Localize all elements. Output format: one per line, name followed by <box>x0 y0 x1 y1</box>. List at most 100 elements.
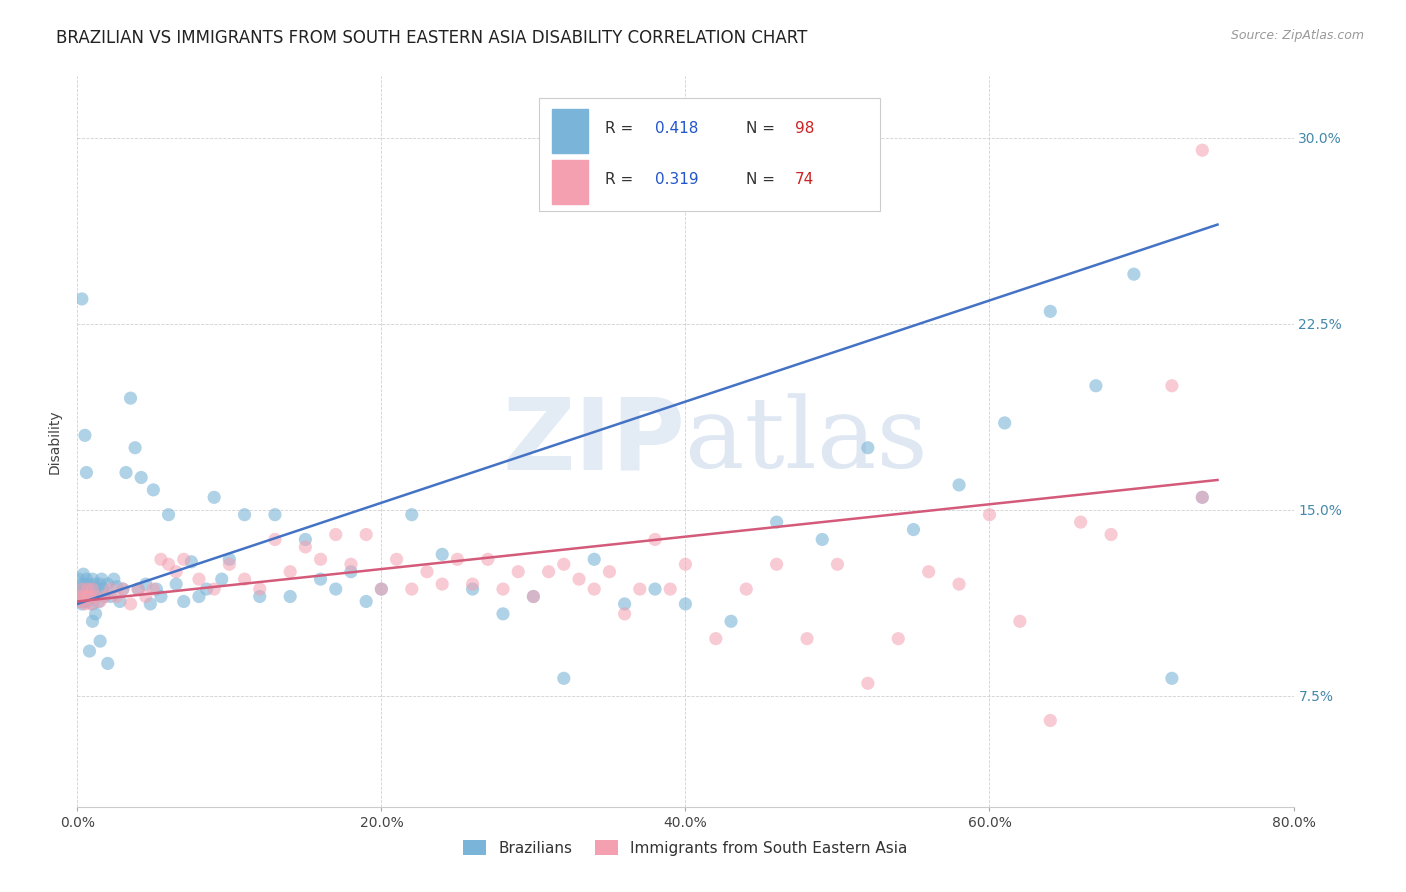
Point <box>105 590 128 604</box>
Text: Source: ZipAtlas.com: Source: ZipAtlas.com <box>1230 29 1364 42</box>
Point <box>79 577 101 591</box>
Point <box>80 590 103 604</box>
Point <box>77 594 100 608</box>
Point <box>202 491 225 505</box>
Point <box>948 577 970 591</box>
Legend: Brazilians, Immigrants from South Eastern Asia: Brazilians, Immigrants from South Easter… <box>457 834 914 862</box>
Point <box>644 533 666 547</box>
Point <box>583 582 606 596</box>
Text: N =: N = <box>747 121 780 136</box>
Point <box>149 552 172 566</box>
Point <box>856 676 879 690</box>
Point <box>218 552 240 566</box>
Point <box>87 594 110 608</box>
Point <box>70 590 93 604</box>
Point <box>89 594 111 608</box>
Point <box>918 565 941 579</box>
Point <box>79 644 101 658</box>
Point <box>135 590 157 604</box>
Point <box>720 615 742 629</box>
Point <box>124 441 146 455</box>
Point <box>80 597 103 611</box>
Point <box>1161 378 1184 392</box>
Point <box>103 572 125 586</box>
Point <box>583 552 606 566</box>
Point <box>142 582 165 596</box>
Point <box>165 577 187 591</box>
Point <box>508 565 530 579</box>
Point <box>79 587 101 601</box>
Text: 0.418: 0.418 <box>655 121 699 136</box>
Point <box>75 582 97 596</box>
Point <box>294 540 316 554</box>
Point <box>704 632 727 646</box>
Point <box>659 582 682 596</box>
Point <box>84 607 107 621</box>
Point <box>553 671 575 685</box>
Point <box>108 594 131 608</box>
Point <box>173 552 195 566</box>
Point <box>93 590 115 604</box>
Text: R =: R = <box>605 172 638 187</box>
Point <box>249 582 271 596</box>
Point <box>115 466 138 480</box>
Point <box>188 590 211 604</box>
Point <box>537 565 560 579</box>
Point <box>70 577 93 591</box>
Text: N =: N = <box>747 172 780 187</box>
Point <box>370 582 392 596</box>
Point <box>82 582 104 596</box>
Text: 98: 98 <box>794 121 814 136</box>
Point <box>613 607 636 621</box>
Point <box>430 547 453 561</box>
Point <box>195 582 218 596</box>
Point <box>628 582 651 596</box>
Point <box>82 597 104 611</box>
Point <box>82 615 104 629</box>
Point <box>461 577 484 591</box>
Point <box>522 590 544 604</box>
Point <box>90 572 112 586</box>
Point <box>827 558 849 572</box>
Point <box>811 533 834 547</box>
Point <box>105 580 128 594</box>
Point <box>70 582 93 596</box>
Point <box>278 590 301 604</box>
Point <box>340 558 363 572</box>
Point <box>135 577 157 591</box>
Point <box>796 632 818 646</box>
Point <box>67 590 90 604</box>
Point <box>1161 671 1184 685</box>
Point <box>89 634 111 648</box>
Point <box>446 552 468 566</box>
Point <box>613 597 636 611</box>
Point <box>93 590 115 604</box>
Point <box>1008 615 1031 629</box>
Point <box>903 523 925 537</box>
Point <box>89 577 111 591</box>
Point <box>249 590 271 604</box>
Point <box>129 470 152 484</box>
Point <box>765 558 787 572</box>
Point <box>75 590 97 604</box>
Point <box>1084 378 1107 392</box>
Point <box>84 590 107 604</box>
Point <box>84 577 107 591</box>
Point <box>72 582 94 596</box>
Point <box>120 391 142 405</box>
Point <box>149 590 172 604</box>
Point <box>165 565 187 579</box>
Point <box>370 582 392 596</box>
Point <box>264 533 287 547</box>
Point <box>765 515 787 529</box>
Text: ZIP: ZIP <box>502 393 686 490</box>
Point <box>568 572 591 586</box>
Point <box>142 483 165 497</box>
Point <box>69 582 91 596</box>
Point <box>69 594 91 608</box>
Point <box>675 597 697 611</box>
Point <box>735 582 758 596</box>
Point <box>80 582 103 596</box>
Point <box>354 527 377 541</box>
Text: BRAZILIAN VS IMMIGRANTS FROM SOUTH EASTERN ASIA DISABILITY CORRELATION CHART: BRAZILIAN VS IMMIGRANTS FROM SOUTH EASTE… <box>56 29 807 46</box>
